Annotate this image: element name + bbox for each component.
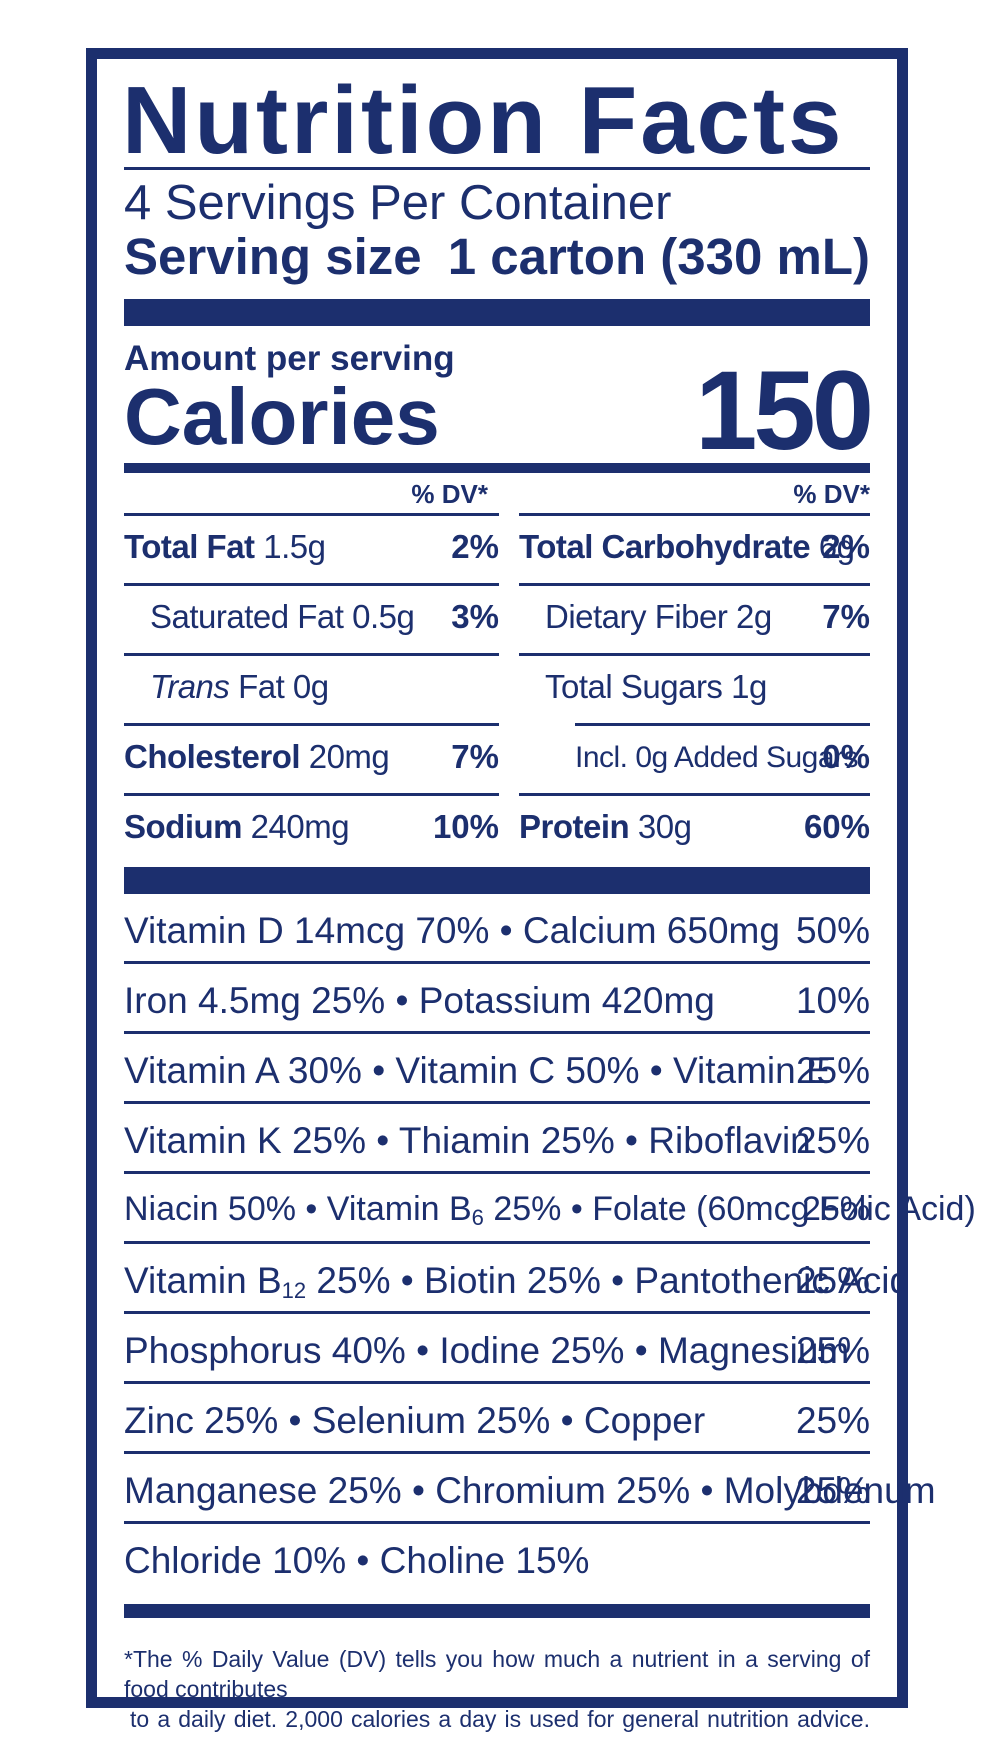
- nutrient-row: Total Carbohydrate 6g 2%: [519, 513, 870, 583]
- vitamin-text: Vitamin A 30% • Vitamin C 50% • Vitamin …: [124, 1050, 831, 1091]
- nutrient-row: Sodium 240mg 10%: [124, 793, 499, 863]
- nutrient-row: Dietary Fiber 2g 7%: [519, 583, 870, 653]
- divider: [124, 167, 870, 170]
- vitamin-row: Vitamin D 14mcg 70% • Calcium 650mg 50%: [124, 894, 870, 964]
- nutrient-row: Total Sugars 1g: [519, 653, 870, 723]
- footnote: *The % Daily Value (DV) tells you how mu…: [124, 1644, 870, 1734]
- nutrient-name: Saturated Fat 0.5g: [150, 598, 415, 635]
- nutrient-dv: 2%: [822, 528, 870, 565]
- serving-size-value: 1 carton (330 mL): [447, 228, 870, 285]
- servings-per-container: 4 Servings Per Container: [124, 176, 672, 230]
- vitamin-text: Phosphorus 40% • Iodine 25% • Magnesium: [124, 1330, 850, 1371]
- vitamin-text: Chloride 10% • Choline 15%: [124, 1540, 590, 1581]
- vitamin-dv: 10%: [795, 980, 870, 1021]
- nutrition-facts-panel: Nutrition Facts 4 Servings Per Container…: [86, 48, 976, 1733]
- vitamin-text: Manganese 25% • Chromium 25% • Molybdenu…: [124, 1470, 936, 1511]
- footnote-line-1: *The % Daily Value (DV) tells you how mu…: [124, 1646, 870, 1702]
- nutrient-dv: 10%: [432, 808, 499, 845]
- vitamin-dv: 25%: [801, 1190, 870, 1228]
- vitamin-text: Vitamin B12 25% • Biotin 25% • Pantothen…: [124, 1260, 911, 1303]
- footnote-line-2: to a daily diet. 2,000 calories a day is…: [130, 1706, 870, 1732]
- vitamin-row: Niacin 50% • Vitamin B6 25% • Folate (60…: [124, 1174, 976, 1244]
- vitamin-row: Manganese 25% • Chromium 25% • Molybdenu…: [124, 1454, 936, 1524]
- nutrient-row: Cholesterol 20mg 7%: [124, 723, 499, 793]
- nutrient-dv: 0%: [822, 738, 870, 775]
- vitamin-dv: 25%: [795, 1470, 870, 1511]
- vitamin-dv: 50%: [795, 910, 870, 951]
- nutrient-row: Incl. 0g Added Sugars 0%: [575, 723, 870, 793]
- nutrient-dv: 7%: [822, 598, 870, 635]
- vitamin-text: Zinc 25% • Selenium 25% • Copper: [124, 1400, 706, 1441]
- vitamin-dv: 25%: [795, 1330, 870, 1371]
- vitamin-row: Vitamin K 25% • Thiamin 25% • Riboflavin…: [124, 1104, 870, 1174]
- vitamin-row: Zinc 25% • Selenium 25% • Copper 25%: [124, 1384, 870, 1454]
- vitamin-text: Iron 4.5mg 25% • Potassium 420mg: [124, 980, 715, 1021]
- medium-divider: [124, 1604, 870, 1618]
- nutrient-name: Dietary Fiber 2g: [545, 598, 772, 635]
- vitamin-dv: 25%: [795, 1120, 870, 1161]
- nutrient-dv: 60%: [803, 808, 870, 845]
- nutrient-dv: 3%: [451, 598, 499, 635]
- nutrient-name: Sodium 240mg: [124, 808, 350, 845]
- dv-header-right: % DV*: [793, 479, 870, 509]
- nutrient-dv: 7%: [451, 738, 499, 775]
- nutrient-row: Protein 30g 60%: [519, 793, 870, 863]
- serving-size-label: Serving size: [124, 228, 422, 285]
- nutrient-name: Incl. 0g Added Sugars: [575, 741, 859, 774]
- medium-divider: [124, 463, 870, 473]
- nutrient-name: Total Sugars 1g: [545, 668, 767, 705]
- panel-content: Nutrition Facts 4 Servings Per Container…: [122, 59, 976, 1733]
- dv-header-left: % DV*: [411, 479, 488, 509]
- nutrient-dv: 2%: [451, 528, 499, 565]
- vitamin-row: Vitamin A 30% • Vitamin C 50% • Vitamin …: [124, 1034, 870, 1104]
- nutrient-row: Trans Fat 0g: [124, 653, 499, 723]
- vitamin-text: Niacin 50% • Vitamin B6 25% • Folate (60…: [124, 1190, 976, 1230]
- vitamin-row: Chloride 10% • Choline 15%: [124, 1524, 870, 1594]
- nutrient-row: Total Fat 1.5g 2%: [124, 513, 499, 583]
- thick-divider: [124, 867, 870, 894]
- serving-size-row: Serving size 1 carton (330 mL): [124, 231, 870, 282]
- panel-title: Nutrition Facts: [122, 67, 845, 174]
- vitamin-text: Vitamin D 14mcg 70% • Calcium 650mg: [124, 910, 780, 951]
- amount-per-serving: Amount per serving: [124, 339, 455, 378]
- vitamin-row: Iron 4.5mg 25% • Potassium 420mg 10%: [124, 964, 870, 1034]
- calories-value: 150: [695, 348, 874, 473]
- nutrient-row: Saturated Fat 0.5g 3%: [124, 583, 499, 653]
- nutrient-name: Trans Fat 0g: [150, 668, 329, 705]
- calories-label: Calories: [124, 372, 440, 461]
- vitamin-dv: 25%: [795, 1260, 870, 1301]
- nutrient-name: Total Carbohydrate 6g: [519, 528, 855, 565]
- vitamin-dv: 25%: [795, 1050, 870, 1091]
- nutrient-name: Protein 30g: [519, 808, 692, 845]
- nutrient-name: Cholesterol 20mg: [124, 738, 390, 775]
- vitamin-row: Phosphorus 40% • Iodine 25% • Magnesium …: [124, 1314, 870, 1384]
- vitamin-dv: 25%: [795, 1400, 870, 1441]
- nutrient-name: Total Fat 1.5g: [124, 528, 326, 565]
- thick-divider: [124, 299, 870, 326]
- vitamin-row: Vitamin B12 25% • Biotin 25% • Pantothen…: [124, 1244, 910, 1314]
- vitamin-text: Vitamin K 25% • Thiamin 25% • Riboflavin: [124, 1120, 811, 1161]
